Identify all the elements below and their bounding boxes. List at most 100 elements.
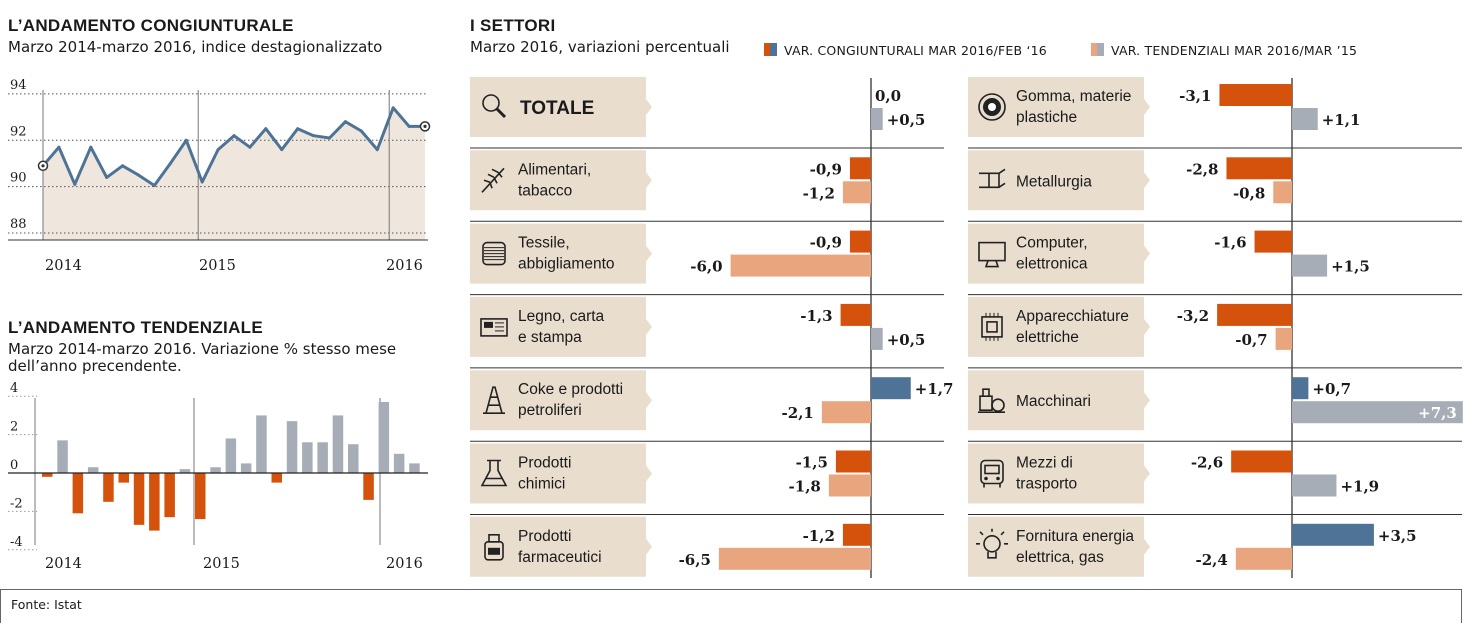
legend-tend-label: VAR. TENDENZIALI MAR 2016/MAR ’15 [1111, 43, 1358, 58]
data-point [73, 182, 77, 186]
sector-row: Legno, carta e stampa -1,3 +0,5 [470, 296, 944, 369]
cong-bar [1226, 157, 1292, 180]
bar-chart-title: L’ANDAMENTO TENDENZIALE [8, 318, 263, 337]
tend-bar-label: +0,5 [887, 111, 926, 129]
y-tick-label: 88 [10, 217, 27, 232]
y-tick-label: -2 [10, 496, 23, 511]
data-point [152, 184, 156, 188]
sector-row: Gomma, materie plastiche -3,1 +1,1 [968, 77, 1462, 149]
tend-bar-label: +1,9 [1340, 478, 1379, 496]
lightbulb-icon [983, 534, 1001, 553]
data-point [248, 145, 252, 149]
sector-label-line1: Prodotti [518, 528, 571, 545]
cong-bar [1217, 303, 1292, 326]
line-chart-title: L’ANDAMENTO CONGIUNTURALE [8, 16, 294, 35]
data-point [184, 138, 188, 142]
cong-bar [849, 230, 871, 253]
tend-bar-label: -6,0 [690, 258, 722, 276]
bus-window [984, 464, 1000, 475]
bar [103, 473, 114, 502]
footer: Fonte: Istat [0, 589, 1462, 623]
sector-label: Macchinari [1016, 393, 1091, 410]
machinery-frame [978, 388, 1005, 413]
data-point [264, 127, 268, 131]
cong-bar-label: 0,0 [875, 87, 901, 105]
chip-core [986, 321, 998, 333]
bar-chart-subtitle-line2: dell’anno precendente. [8, 357, 182, 375]
legend-cong-label: VAR. CONGIUNTURALI MAR 2016/FEB ‘16 [784, 43, 1047, 58]
bar [195, 473, 206, 520]
bar [378, 401, 390, 473]
sector-box [470, 443, 652, 504]
tend-bar [1292, 474, 1337, 497]
tend-bar-label: +1,5 [1331, 258, 1370, 276]
cong-bar [849, 157, 871, 180]
x-tick-label: 2014 [45, 556, 82, 572]
sector-label-line1: Coke e prodotti [518, 381, 623, 398]
bar [256, 415, 267, 473]
machinery-gear [991, 398, 1005, 413]
bar [286, 421, 298, 473]
magnifier-icon-handle [495, 107, 507, 119]
line-chart-subtitle: Marzo 2014-marzo 2016, indice destagiona… [8, 38, 383, 56]
magnifier-icon [482, 94, 500, 112]
data-point [216, 148, 220, 152]
bar [164, 473, 175, 518]
lightbulb-rays [976, 528, 1008, 559]
sector-label-line1: Apparecchiature [1016, 308, 1129, 325]
bar [57, 440, 68, 473]
oil-derrick-icon [483, 386, 505, 414]
newspaper-icon [480, 318, 508, 337]
x-tick-label: 2016 [386, 556, 423, 572]
x-tick-label: 2014 [45, 258, 82, 274]
sector-box [470, 77, 652, 137]
sector-label-line2: abbigliamento [518, 256, 615, 273]
data-point [89, 145, 93, 149]
sector-label-line1: Gomma, materie [1016, 88, 1131, 105]
data-point [407, 124, 411, 128]
bar [149, 473, 160, 531]
tend-bar [828, 474, 871, 497]
sector-label-line1: Tessile, [518, 235, 570, 252]
bar [210, 467, 221, 473]
steel-beam-icon [979, 168, 1006, 189]
bar [42, 473, 53, 477]
line-chart: 88 90 92 94 2014 2015 2016 [8, 78, 431, 274]
sector-box [968, 296, 1150, 357]
sector-row: TOTALE 0,0 +0,5 [470, 77, 944, 149]
tend-bar [1292, 108, 1318, 130]
tend-bar-label: -1,2 [803, 184, 835, 202]
sector-label-line1: Computer, [1016, 235, 1088, 252]
bar [240, 463, 252, 473]
sector-row: Fornitura energia elettrica, gas +3,5 -2,4 [968, 516, 1417, 577]
cong-bar [1254, 230, 1292, 253]
source-note: Fonte: Istat [11, 597, 82, 612]
sector-label-line2: farmaceutici [518, 549, 602, 566]
cong-bar-label: -1,3 [800, 307, 832, 325]
wheat-icon [481, 167, 505, 193]
line-area-fill [43, 107, 425, 240]
bar [363, 473, 374, 500]
x-tick-label: 2015 [199, 258, 236, 274]
tend-bar-label: -6,5 [679, 551, 711, 569]
tend-bar [1235, 547, 1292, 570]
bar [332, 415, 344, 473]
tend-bar-label: -0,8 [1233, 184, 1265, 202]
sector-box [968, 223, 1150, 284]
data-point [328, 136, 331, 140]
pill-bottle-label [488, 547, 500, 555]
cong-bar-label: -0,9 [810, 234, 842, 252]
bar [409, 463, 420, 473]
sector-label: Metallurgia [1016, 173, 1092, 190]
legend-cong-swatch [764, 43, 777, 56]
cong-bar [1292, 377, 1309, 400]
tend-bar [1292, 254, 1328, 277]
sector-row: Metallurgia -2,8 -0,8 [968, 150, 1462, 222]
monitor-stand [984, 260, 1000, 268]
bar [393, 453, 405, 473]
y-tick-label: 92 [10, 124, 27, 139]
sector-box [968, 516, 1150, 577]
data-point [312, 134, 316, 138]
x-tick-label: 2015 [203, 556, 240, 572]
bar [72, 473, 84, 514]
